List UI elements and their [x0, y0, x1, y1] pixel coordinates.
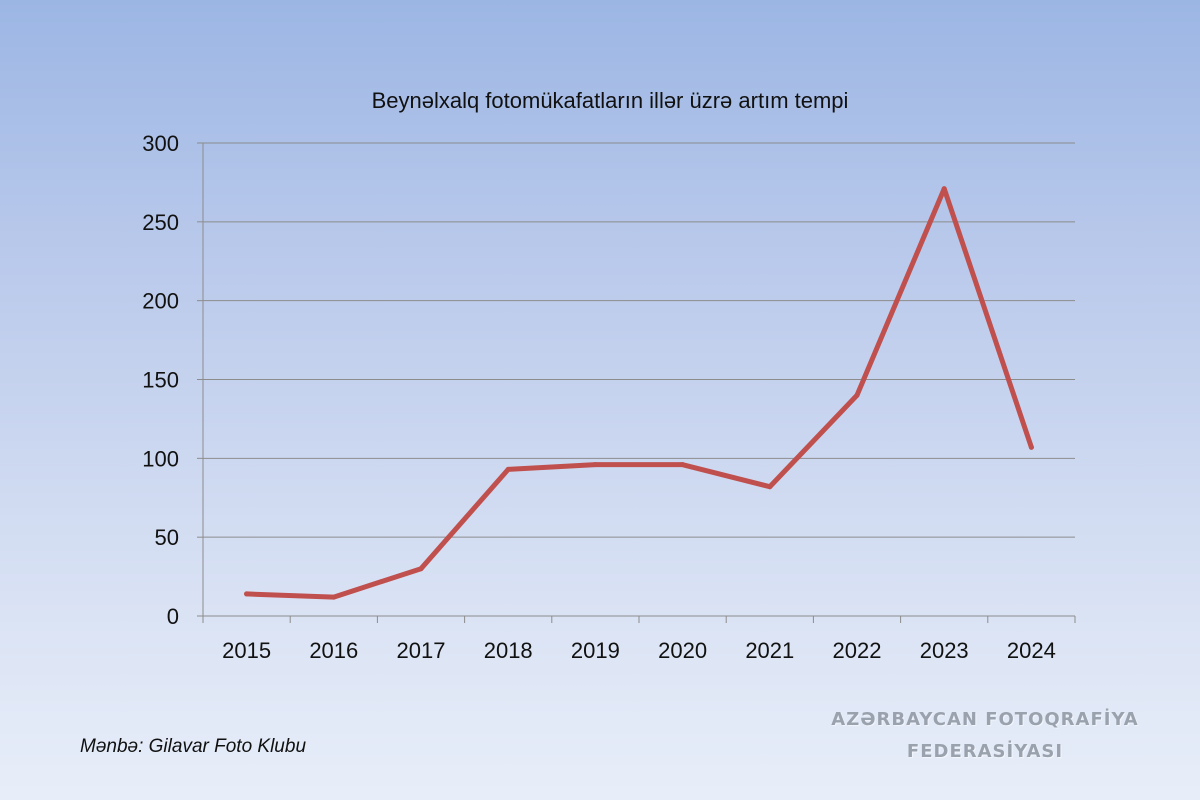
source-note: Mənbə: Gilavar Foto Klubu [80, 736, 307, 757]
x-tick-label: 2019 [571, 638, 620, 663]
y-tick-label: 250 [142, 210, 179, 235]
y-axis-ticks: 0 50 100 150 200 250 300 [142, 131, 179, 629]
data-point [331, 594, 337, 600]
x-tick-label: 2017 [397, 638, 446, 663]
watermark-line-2: FEDERASİYASI [906, 741, 1064, 762]
x-tick-label: 2015 [222, 638, 271, 663]
x-tick-label: 2024 [1007, 638, 1056, 663]
watermark-line-1: AZƏRBAYCAN FOTOQRAFİYA [831, 709, 1139, 730]
x-tick-label: 2023 [920, 638, 969, 663]
data-point [680, 462, 686, 468]
x-axis-ticks: 2015 2016 2017 2018 2019 2020 2021 2022 2023 2024 [222, 638, 1056, 663]
y-tick-label: 50 [155, 525, 179, 550]
y-tick-label: 150 [142, 368, 179, 393]
y-tick-label: 300 [142, 131, 179, 156]
series-line [244, 186, 1034, 600]
x-tick-label: 2022 [833, 638, 882, 663]
x-tick-label: 2018 [484, 638, 533, 663]
data-point [505, 466, 511, 472]
gridlines [203, 142, 1075, 538]
chart-title: Beynəlxalq fotomükafatların illər üzrə a… [372, 88, 849, 113]
y-tick-label: 0 [167, 604, 179, 629]
data-point [767, 484, 773, 490]
data-point [244, 591, 250, 597]
y-tick-label: 100 [142, 446, 179, 471]
axes [197, 142, 1076, 623]
data-point [941, 186, 947, 192]
y-tick-label: 200 [142, 289, 179, 314]
watermark: AZƏRBAYCAN FOTOQRAFİYA FEDERASİYASI [800, 704, 1170, 768]
series-lines [244, 186, 1034, 600]
data-point [592, 462, 598, 468]
data-point [854, 392, 860, 398]
data-point [418, 566, 424, 572]
x-tick-label: 2021 [745, 638, 794, 663]
x-tick-label: 2016 [309, 638, 358, 663]
data-point [1028, 444, 1034, 450]
x-tick-label: 2020 [658, 638, 707, 663]
